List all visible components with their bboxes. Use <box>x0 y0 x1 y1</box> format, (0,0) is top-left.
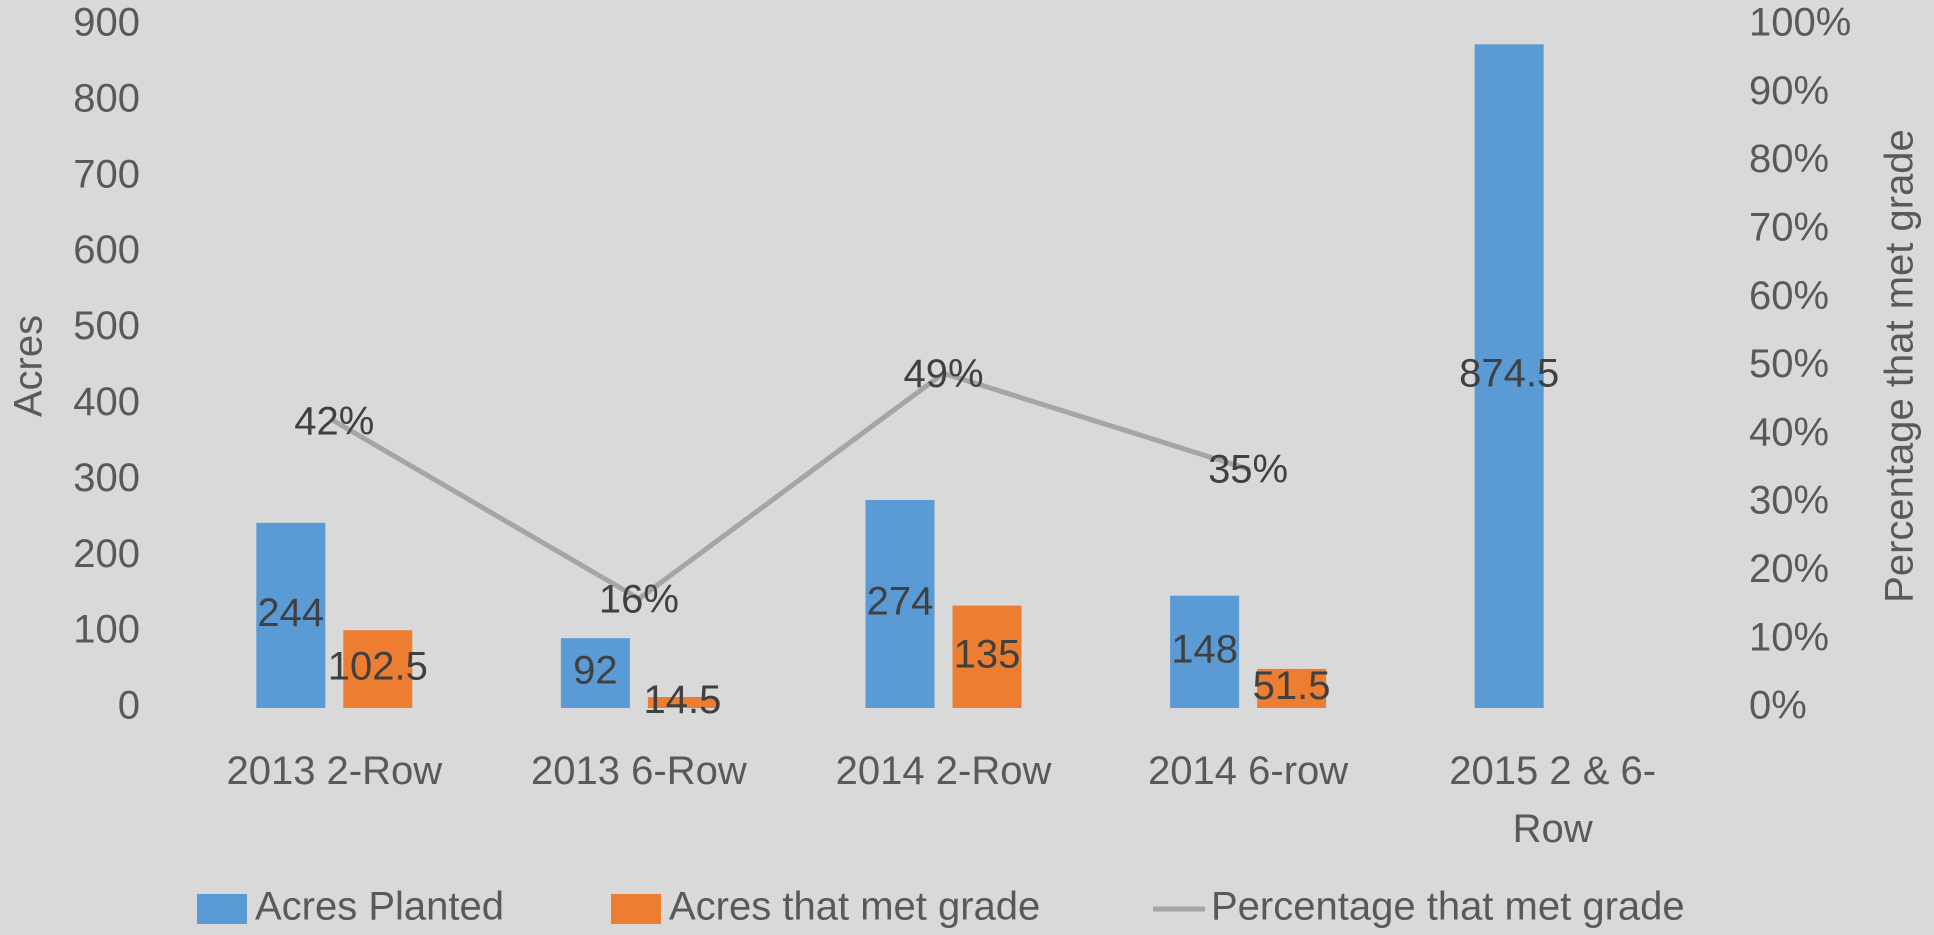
y-tick-label: 600 <box>73 228 140 272</box>
data-label: 274 <box>867 580 934 624</box>
bar <box>256 522 326 708</box>
y-tick-label: 500 <box>73 304 140 348</box>
legend-swatch <box>611 894 661 924</box>
y2-tick-label: 50% <box>1749 342 1829 386</box>
legend-label: Acres that met grade <box>669 885 1040 929</box>
data-label: 35% <box>1208 448 1288 492</box>
bar <box>1170 595 1240 708</box>
data-label: 148 <box>1171 627 1238 671</box>
legend-label: Acres Planted <box>255 885 504 929</box>
bar <box>865 500 935 708</box>
x-tick-label: 2013 2-Row <box>226 749 443 793</box>
y2-tick-label: 30% <box>1749 479 1829 523</box>
y-tick-label: 200 <box>73 532 140 576</box>
y-tick-label: 300 <box>73 456 140 500</box>
bar <box>343 630 413 708</box>
x-tick-label: 2014 2-Row <box>835 749 1052 793</box>
y2-tick-label: 100% <box>1749 1 1851 45</box>
y2-tick-label: 40% <box>1749 410 1829 454</box>
bar <box>952 605 1022 708</box>
data-label: 16% <box>599 577 679 621</box>
y-tick-label: 800 <box>73 76 140 120</box>
data-label: 92 <box>573 649 618 693</box>
y2-tick-label: 60% <box>1749 274 1829 318</box>
bar <box>1257 668 1327 708</box>
y2-tick-label: 20% <box>1749 547 1829 591</box>
bar <box>647 696 717 708</box>
x-tick-label: 2013 6-Row <box>531 749 747 793</box>
data-label: 102.5 <box>328 645 428 689</box>
y-tick-label: 900 <box>73 1 140 45</box>
data-label: 14.5 <box>643 678 721 722</box>
y-axis-title: Acres <box>7 315 51 417</box>
data-label: 244 <box>257 591 324 635</box>
y2-tick-label: 90% <box>1749 69 1829 113</box>
legend-label: Percentage that met grade <box>1211 885 1685 929</box>
data-label: 51.5 <box>1253 664 1331 708</box>
y2-axis-title: Percentage that met grade <box>1878 129 1922 603</box>
x-tick-label: 2015 2 & 6-Row <box>1449 749 1657 851</box>
x-tick-label: 2014 6-row <box>1148 749 1349 793</box>
line <box>331 370 1251 602</box>
y-tick-label: 700 <box>73 152 140 196</box>
y2-tick-label: 0% <box>1749 684 1807 728</box>
y-tick-label: 100 <box>73 608 140 652</box>
y2-tick-label: 70% <box>1749 205 1829 249</box>
bar <box>1474 44 1544 708</box>
y-tick-label: 400 <box>73 380 140 424</box>
bar <box>560 638 630 708</box>
data-label: 874.5 <box>1459 352 1559 396</box>
y2-tick-label: 80% <box>1749 137 1829 181</box>
data-label: 42% <box>294 400 374 444</box>
y-tick-label: 0 <box>118 684 140 728</box>
data-label: 49% <box>903 352 983 396</box>
legend-swatch <box>197 894 247 924</box>
data-label: 135 <box>954 632 1021 676</box>
y2-tick-label: 10% <box>1749 615 1829 659</box>
